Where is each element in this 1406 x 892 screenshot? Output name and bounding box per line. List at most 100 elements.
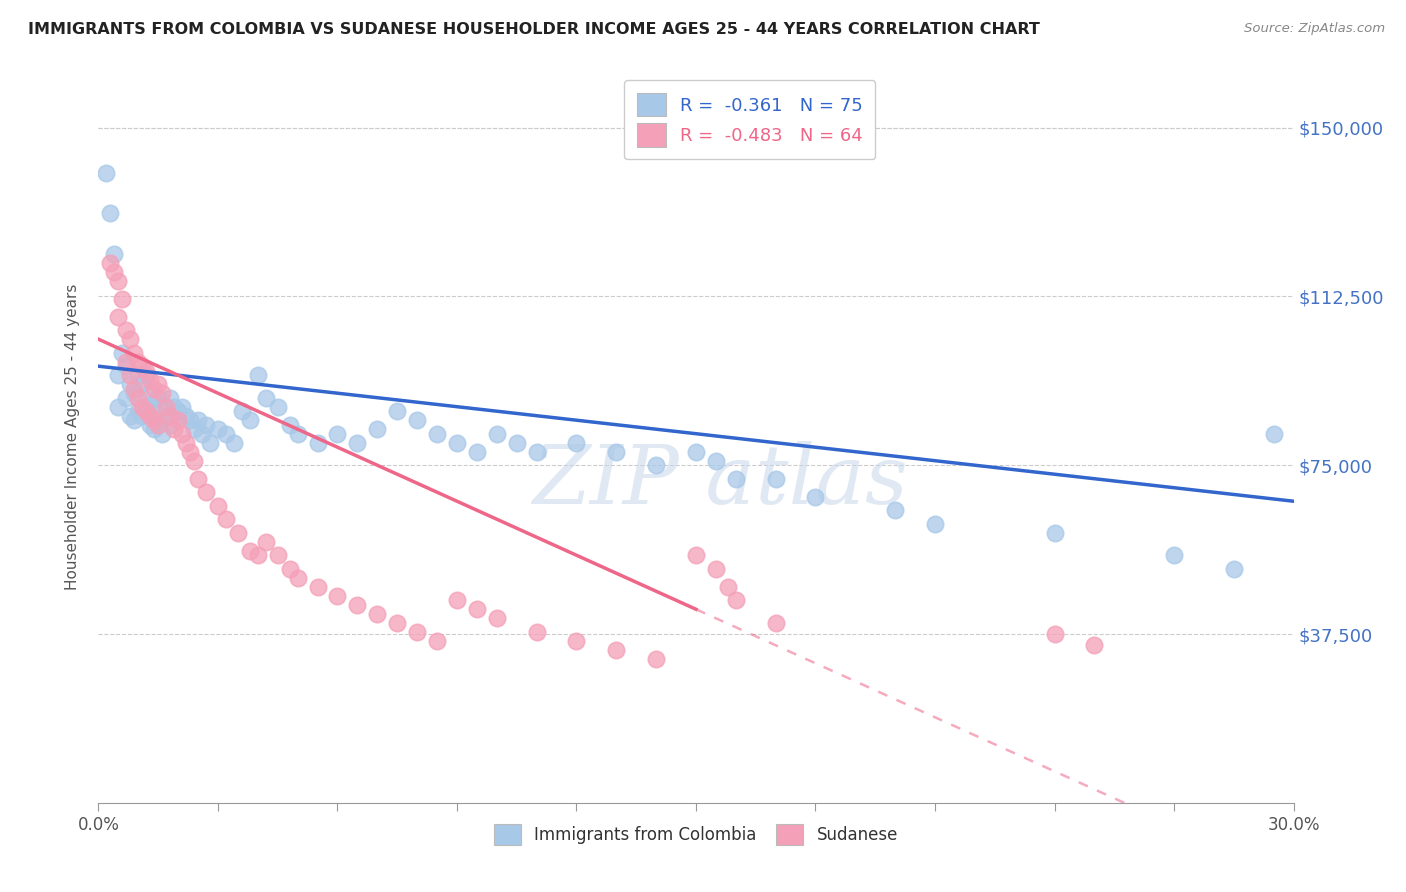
Point	[135, 404, 157, 418]
Point	[107, 310, 129, 324]
Point	[685, 548, 707, 562]
Point	[111, 345, 134, 359]
Point	[174, 435, 197, 450]
Point	[385, 404, 409, 418]
Point	[167, 413, 190, 427]
Point	[111, 292, 134, 306]
Point	[131, 400, 153, 414]
Point	[124, 413, 146, 427]
Point	[172, 426, 194, 441]
Point	[406, 624, 429, 639]
Point	[139, 417, 162, 432]
Point	[131, 359, 153, 374]
Point	[465, 444, 488, 458]
Point	[239, 413, 262, 427]
Point	[605, 444, 627, 458]
Point	[172, 400, 194, 414]
Point	[215, 426, 238, 441]
Point	[924, 516, 946, 531]
Point	[174, 409, 197, 423]
Text: ZIP atlas: ZIP atlas	[531, 441, 908, 521]
Point	[287, 571, 309, 585]
Point	[127, 404, 149, 418]
Point	[366, 607, 388, 621]
Point	[506, 435, 529, 450]
Point	[704, 453, 727, 467]
Point	[231, 404, 253, 418]
Point	[685, 444, 707, 458]
Point	[143, 413, 166, 427]
Point	[124, 386, 146, 401]
Point	[131, 377, 153, 392]
Point	[127, 391, 149, 405]
Point	[148, 377, 170, 392]
Point	[135, 368, 157, 383]
Point	[278, 562, 301, 576]
Point	[278, 417, 301, 432]
Point	[183, 422, 205, 436]
Point	[124, 382, 146, 396]
Point	[96, 166, 118, 180]
Point	[159, 417, 181, 432]
Point	[115, 391, 138, 405]
Point	[1083, 638, 1105, 652]
Point	[485, 426, 508, 441]
Point	[187, 472, 209, 486]
Point	[287, 426, 309, 441]
Point	[143, 395, 166, 409]
Point	[150, 386, 173, 401]
Point	[195, 485, 218, 500]
Point	[226, 525, 249, 540]
Point	[191, 426, 214, 441]
Point	[724, 593, 747, 607]
Point	[385, 615, 409, 630]
Y-axis label: Householder Income Ages 25 - 44 years: Householder Income Ages 25 - 44 years	[65, 284, 80, 591]
Point	[307, 580, 329, 594]
Point	[526, 444, 548, 458]
Point	[127, 354, 149, 368]
Point	[131, 409, 153, 423]
Point	[526, 624, 548, 639]
Point	[120, 409, 142, 423]
Point	[139, 386, 162, 401]
Point	[139, 409, 162, 423]
Point	[135, 364, 157, 378]
Point	[804, 490, 827, 504]
Point	[155, 409, 177, 423]
Point	[155, 400, 177, 414]
Point	[465, 602, 488, 616]
Point	[124, 345, 146, 359]
Point	[254, 534, 277, 549]
Point	[98, 255, 122, 269]
Point	[107, 274, 129, 288]
Point	[163, 400, 186, 414]
Legend: Immigrants from Colombia, Sudanese: Immigrants from Colombia, Sudanese	[482, 812, 910, 856]
Point	[645, 458, 668, 473]
Point	[143, 382, 166, 396]
Point	[1043, 525, 1066, 540]
Text: IMMIGRANTS FROM COLOMBIA VS SUDANESE HOUSEHOLDER INCOME AGES 25 - 44 YEARS CORRE: IMMIGRANTS FROM COLOMBIA VS SUDANESE HOU…	[28, 22, 1040, 37]
Point	[207, 422, 229, 436]
Point	[179, 413, 201, 427]
Point	[239, 543, 262, 558]
Point	[426, 633, 449, 648]
Point	[1263, 426, 1285, 441]
Point	[246, 368, 269, 383]
Point	[1043, 627, 1066, 641]
Point	[195, 417, 218, 432]
Point	[159, 391, 181, 405]
Point	[366, 422, 388, 436]
Point	[120, 332, 142, 346]
Point	[127, 368, 149, 383]
Point	[107, 368, 129, 383]
Point	[179, 444, 201, 458]
Point	[326, 589, 349, 603]
Point	[765, 615, 787, 630]
Point	[1223, 562, 1246, 576]
Point	[115, 354, 138, 368]
Point	[150, 400, 173, 414]
Point	[143, 422, 166, 436]
Point	[120, 368, 142, 383]
Point	[267, 400, 290, 414]
Point	[267, 548, 290, 562]
